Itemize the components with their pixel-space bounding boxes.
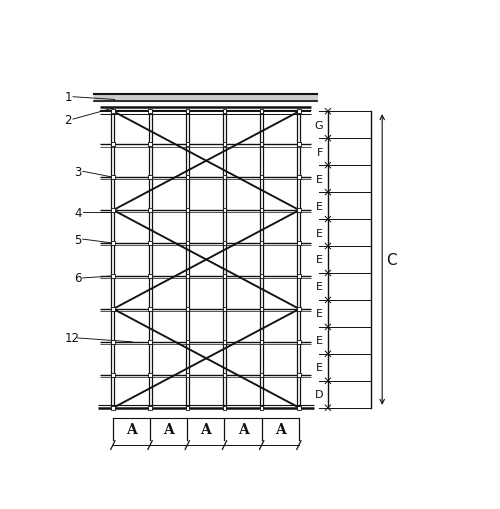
Bar (260, 110, 264, 114)
Bar (186, 275, 189, 278)
Bar (186, 341, 189, 344)
Text: D: D (315, 389, 324, 400)
Bar (260, 176, 264, 180)
Bar (111, 341, 114, 344)
Bar (297, 110, 300, 114)
Bar (222, 307, 226, 311)
Bar (148, 406, 152, 410)
Bar (222, 373, 226, 377)
Text: G: G (314, 121, 324, 130)
Bar (260, 307, 264, 311)
Text: A: A (126, 422, 137, 437)
Bar (297, 275, 300, 278)
Text: 5: 5 (74, 233, 82, 246)
Bar (148, 110, 152, 114)
Bar (186, 242, 189, 245)
Bar (111, 406, 114, 410)
Bar (111, 307, 114, 311)
Bar (111, 176, 114, 180)
Text: E: E (316, 336, 324, 346)
Bar (111, 242, 114, 245)
Bar (297, 307, 300, 311)
Bar (297, 406, 300, 410)
Bar (186, 176, 189, 180)
Bar (297, 242, 300, 245)
Bar (148, 373, 152, 377)
Text: 3: 3 (74, 165, 82, 178)
Bar (222, 341, 226, 344)
Bar (148, 176, 152, 180)
Bar (297, 176, 300, 180)
Text: 12: 12 (64, 332, 80, 345)
Text: 1: 1 (64, 91, 72, 104)
Bar (222, 143, 226, 147)
Text: E: E (316, 255, 324, 265)
Bar (148, 143, 152, 147)
Bar (148, 275, 152, 278)
Bar (297, 209, 300, 212)
Bar (186, 373, 189, 377)
Bar (186, 110, 189, 114)
Bar (260, 341, 264, 344)
Bar (111, 275, 114, 278)
Bar (222, 275, 226, 278)
Text: F: F (317, 148, 324, 157)
Bar (222, 110, 226, 114)
Text: E: E (316, 309, 324, 319)
Bar (297, 373, 300, 377)
Bar (148, 307, 152, 311)
Text: A: A (164, 422, 174, 437)
Bar (222, 176, 226, 180)
Bar (260, 373, 264, 377)
Bar (297, 341, 300, 344)
Bar (111, 209, 114, 212)
Bar (222, 406, 226, 410)
Text: E: E (316, 201, 324, 211)
Text: A: A (238, 422, 248, 437)
Bar (260, 275, 264, 278)
Bar (222, 242, 226, 245)
Bar (260, 406, 264, 410)
Bar (222, 209, 226, 212)
Bar (111, 143, 114, 147)
Text: 2: 2 (64, 114, 72, 126)
Text: E: E (316, 174, 324, 184)
Bar (148, 341, 152, 344)
Bar (186, 406, 189, 410)
Bar (148, 209, 152, 212)
Bar (297, 143, 300, 147)
Text: E: E (316, 282, 324, 292)
Bar (186, 209, 189, 212)
Bar (111, 373, 114, 377)
Text: E: E (316, 362, 324, 373)
Bar (186, 143, 189, 147)
Text: A: A (200, 422, 211, 437)
Bar (186, 307, 189, 311)
Bar (148, 242, 152, 245)
Text: 4: 4 (74, 206, 82, 219)
Text: 6: 6 (74, 272, 82, 285)
Bar (111, 110, 114, 114)
Text: A: A (275, 422, 285, 437)
Text: C: C (386, 252, 397, 267)
Bar (260, 209, 264, 212)
Text: E: E (316, 228, 324, 238)
Bar (260, 143, 264, 147)
Bar (260, 242, 264, 245)
